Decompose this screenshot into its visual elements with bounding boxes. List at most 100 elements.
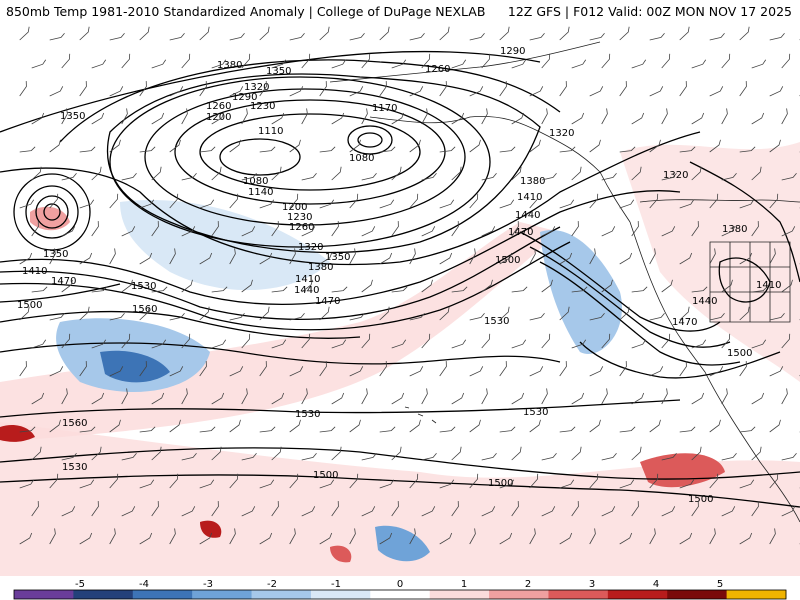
wind-barb [559,426,576,433]
wind-barb [469,86,484,97]
wind-barb [199,199,215,209]
wind-barb [91,446,102,461]
wind-barb [319,532,333,545]
wind-barb [721,108,728,125]
wind-barb [631,339,647,349]
wind-barb [409,193,419,209]
colorbar-segment [73,590,134,599]
wind-barb [361,108,368,125]
wind-barb [379,252,393,265]
wind-barb [631,166,642,181]
wind-barb [769,366,784,377]
wind-barb [331,501,339,517]
wind-barb [709,139,721,153]
wind-barb [439,306,450,321]
wind-barb [19,306,30,321]
wind-barb [499,26,510,41]
wind-barb [349,139,361,153]
wind-barb [439,532,453,545]
cold-anomaly-coast [540,230,622,354]
wind-barb [421,172,437,181]
wind-barb [181,452,197,461]
wind-barb [259,26,270,41]
wind-barb [139,146,156,153]
wind-barb [169,32,185,41]
wind-barb [439,26,450,41]
wind-barb [229,248,236,265]
wind-barb [421,53,431,69]
wind-barb [271,339,287,349]
wind-barb [511,286,528,293]
wind-barb [199,532,213,545]
contour-label: 1140 [248,187,273,198]
wind-barb [469,528,476,545]
contour-label: 1530 [523,407,548,418]
wind-barb [121,172,137,181]
contour-label: 1320 [298,242,323,253]
wind-barb [571,501,579,517]
contour-label: 1500 [17,300,42,311]
contour-label: 1410 [295,274,320,285]
wind-barb [529,139,541,153]
wind-barb [541,108,548,125]
wind-barb [349,86,364,97]
wind-barb [511,221,519,237]
wind-barb [589,312,605,321]
contour-label: 1080 [349,153,374,164]
wind-barb [469,366,484,377]
wind-barb [211,59,227,69]
wind-barb [331,392,345,405]
wind-barb [679,26,690,41]
wind-barb [451,339,467,349]
wind-barb [649,528,656,545]
wind-barb [661,279,673,293]
wind-barb [379,81,387,97]
contour-label: 1530 [484,316,509,327]
contour-label: 1170 [372,103,397,114]
wind-barb [409,473,419,489]
west-coast [629,221,800,523]
colorbar-segment [14,590,74,599]
wind-barb [31,446,42,461]
wind-barb [469,32,485,41]
wind-barb [439,199,455,209]
wind-barb [751,446,762,461]
wind-barb [751,392,765,405]
wind-barb [391,286,408,293]
wind-barb [109,473,119,489]
wind-barb [301,333,311,349]
wind-barb [409,528,416,545]
wind-barb [751,166,762,181]
colorbar-segment [489,590,549,599]
wind-barb [229,473,239,489]
wind-barb [661,452,677,461]
wind-barb [289,366,304,377]
wind-barb [79,426,96,433]
wind-barb [151,501,159,517]
wind-barb [199,361,207,377]
wind-barb [481,53,491,69]
wind-barb [379,26,390,41]
wind-barb [139,199,155,209]
wind-barb [541,226,556,237]
wind-barb [259,199,275,209]
wind-barb [139,26,150,41]
wind-barb [739,479,755,489]
wind-barb [481,279,493,293]
wind-barb [709,312,725,321]
wind-barb [109,419,121,433]
wind-barb [721,53,731,69]
wind-barb [529,86,544,97]
wind-barb [781,506,796,517]
contour-label: 1470 [672,317,697,328]
wind-barb [79,361,87,377]
contour-label: 1260 [425,64,450,75]
wind-barb [169,248,176,265]
colorbar-segment [667,590,728,599]
wind-barb [601,333,611,349]
wind-barb [619,479,635,489]
wind-barb [409,86,424,97]
wind-barb [271,221,279,237]
hawaii-islands [404,406,437,424]
wind-barb [589,366,604,377]
